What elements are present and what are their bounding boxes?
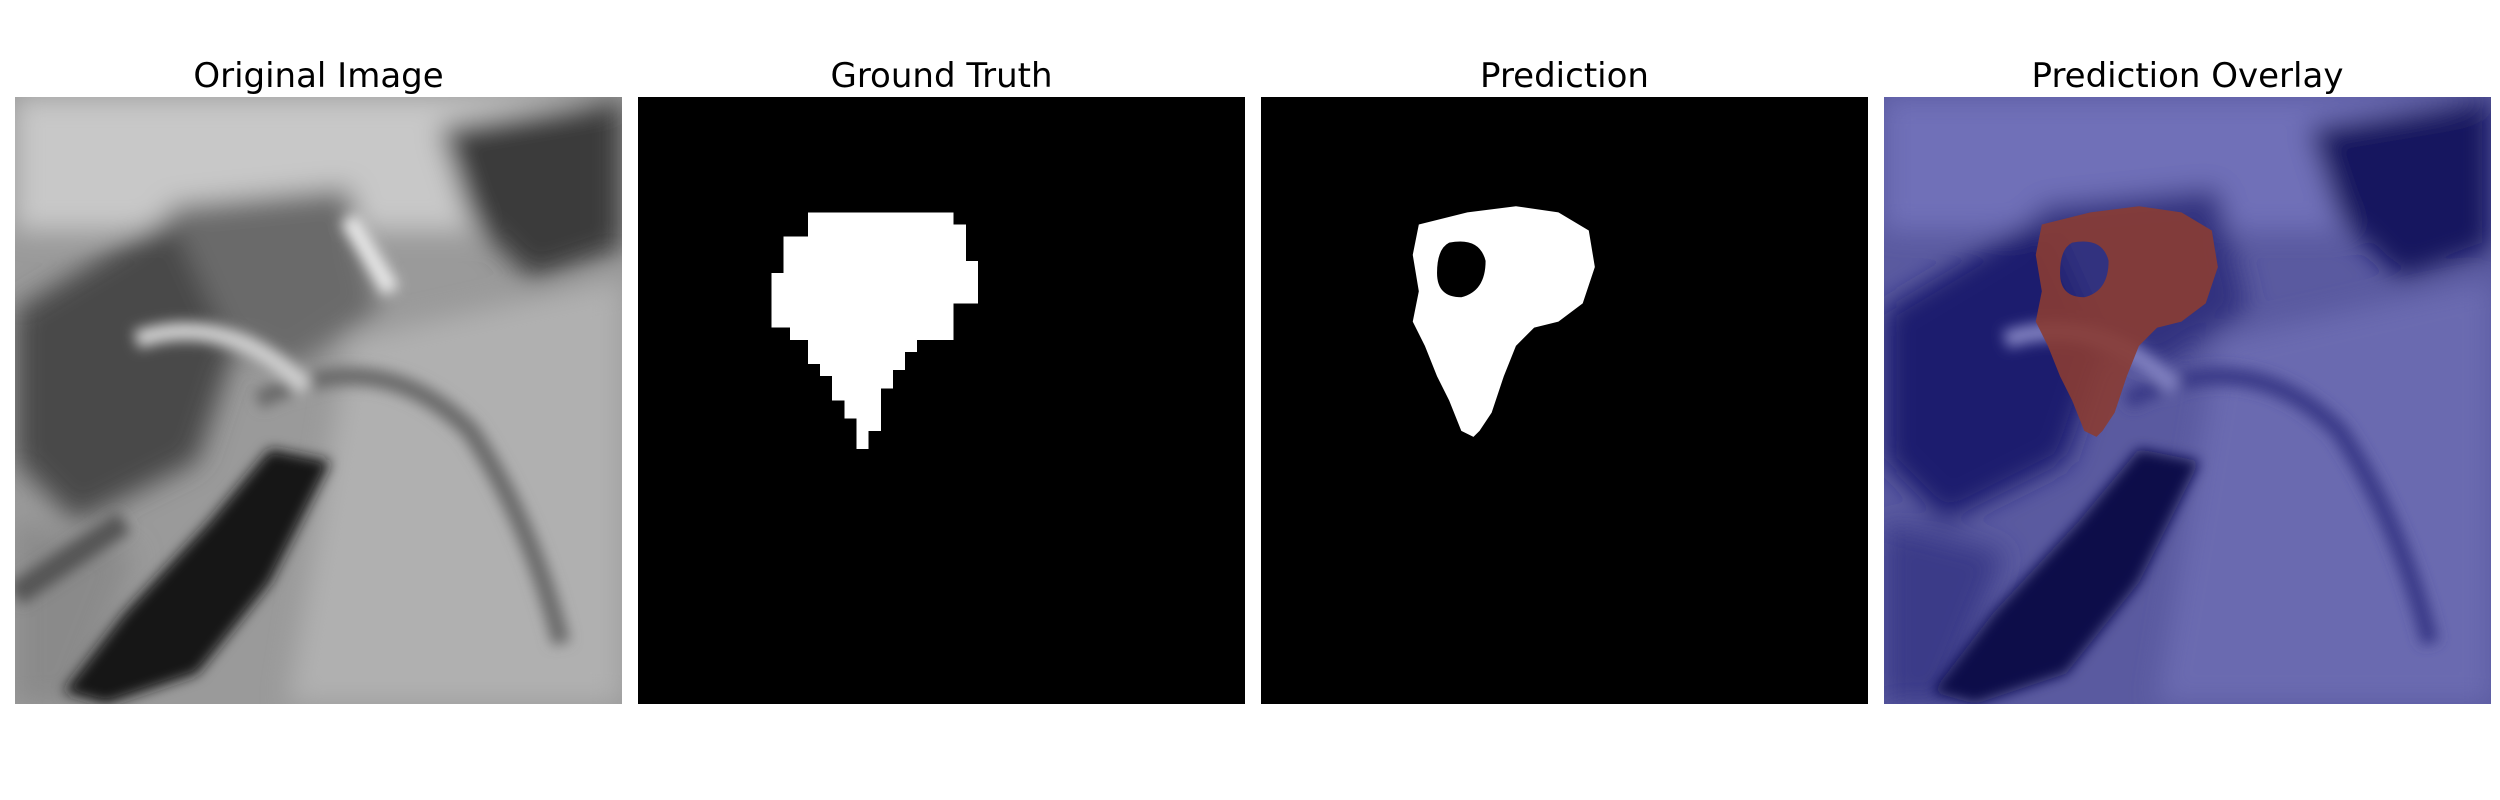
panel-original: Original Image — [15, 0, 622, 800]
panel-title-prediction-overlay: Prediction Overlay — [2031, 56, 2344, 96]
panel-title-original: Original Image — [193, 56, 444, 96]
prediction-overlay-image — [1884, 97, 2491, 704]
panel-title-ground-truth: Ground Truth — [830, 56, 1053, 96]
original-mri-image — [15, 97, 622, 704]
panel-prediction-overlay: Prediction Overlay — [1884, 0, 2491, 800]
prediction-region — [1412, 206, 1595, 437]
prediction-mask — [1261, 97, 1868, 704]
ground-truth-mask — [638, 97, 1245, 704]
ground-truth-region — [771, 212, 978, 450]
panel-prediction: Prediction — [1261, 0, 1868, 800]
overlay-prediction-region — [2035, 206, 2218, 437]
panel-ground-truth: Ground Truth — [638, 0, 1245, 800]
panel-title-prediction: Prediction — [1480, 56, 1649, 96]
